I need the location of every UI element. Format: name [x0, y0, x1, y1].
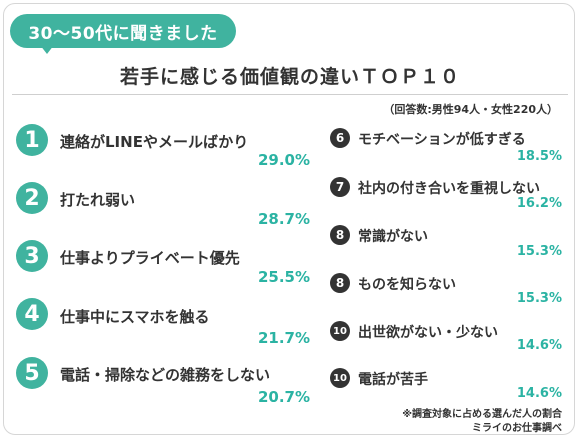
list-item-label: 社内の付き合いを重視しない [358, 181, 540, 197]
header-badge-tail [40, 45, 54, 54]
footnote-ratio: ※調査対象に占める選んだ人の割合 [402, 409, 562, 420]
list-item-percent: 18.5% [516, 149, 562, 164]
ranking-card [3, 3, 575, 435]
list-item-percent: 21.7% [257, 329, 310, 347]
rank-number: 8 [335, 228, 345, 242]
rank-badge-10a: 10 [330, 321, 350, 341]
list-item-percent: 16.2% [516, 196, 562, 211]
rank-badge-2: 2 [16, 182, 48, 214]
list-item-label: ものを知らない [358, 277, 456, 293]
rank-badge-3: 3 [16, 240, 48, 272]
header-badge: 30〜50代に聞きました [10, 14, 236, 48]
list-item-label: 仕事よりプライベート優先 [60, 249, 240, 267]
header-badge-text: 30〜50代に聞きました [28, 23, 218, 44]
list-item-label: 常識がない [358, 229, 428, 245]
list-item-percent: 29.0% [257, 151, 310, 169]
rank-badge-5: 5 [16, 357, 48, 389]
page-title: 若手に感じる価値観の違いＴＯＰ１０ [119, 66, 460, 88]
list-item-label: 電話・掃除などの雑務をしない [60, 366, 271, 384]
rank-badge-8a: 8 [330, 225, 350, 245]
list-item-label: 電話が苦手 [358, 372, 428, 388]
rank-badge-6: 6 [330, 128, 350, 148]
rank-number: 2 [24, 185, 40, 211]
list-item-percent: 15.3% [516, 244, 562, 259]
rank-number: 7 [335, 180, 345, 194]
footnote-source: ミライのお仕事調べ [472, 423, 562, 434]
list-item-percent: 25.5% [257, 268, 310, 286]
rank-badge-8b: 8 [330, 273, 350, 293]
title-divider [12, 94, 568, 95]
rank-badge-7: 7 [330, 177, 350, 197]
rank-number: 4 [24, 301, 40, 327]
rank-number: 8 [335, 276, 345, 290]
rank-number: 6 [335, 131, 345, 145]
rank-number: 5 [24, 360, 40, 386]
list-item-label: モチベーションが低すぎる [358, 132, 526, 148]
list-item-percent: 14.6% [516, 338, 562, 353]
rank-number: 3 [24, 243, 40, 269]
list-item-label: 連絡がLINEやメールばかり [60, 133, 249, 151]
rank-number: 10 [333, 325, 347, 337]
rank-badge-4: 4 [16, 298, 48, 330]
list-item-percent: 14.6% [516, 386, 562, 401]
sample-size-note: （回答数:男性94人・女性220人） [383, 103, 558, 116]
rank-badge-10b: 10 [330, 368, 350, 388]
list-item-percent: 15.3% [516, 291, 562, 306]
rank-badge-1: 1 [16, 124, 48, 156]
list-item-label: 仕事中にスマホを触る [60, 308, 210, 326]
rank-number: 1 [24, 127, 40, 153]
list-item-label: 打たれ弱い [60, 191, 136, 209]
list-item-percent: 20.7% [257, 388, 310, 406]
rank-number: 10 [333, 372, 347, 384]
list-item-percent: 28.7% [257, 210, 310, 228]
list-item-label: 出世欲がない・少ない [358, 325, 498, 341]
